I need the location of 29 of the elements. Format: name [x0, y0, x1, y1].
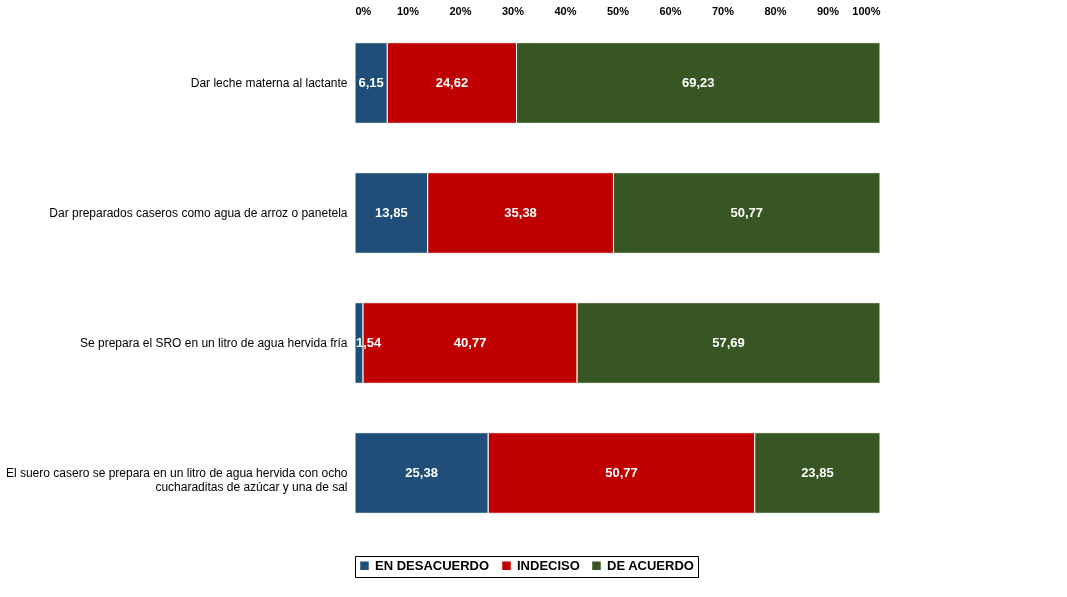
data-label: 25,38 [405, 465, 438, 480]
x-tick-label: 50% [606, 4, 630, 17]
data-label: 6,15 [358, 75, 384, 90]
x-tick-label: 30% [501, 4, 525, 17]
data-label: 69,23 [682, 75, 715, 90]
x-tick-label: 90% [816, 4, 840, 17]
legend-label: EN DESACUERDO [375, 557, 490, 573]
data-label: 40,77 [453, 335, 487, 350]
x-tick-label: 100% [852, 4, 881, 17]
y-tick-label: Se prepara el SRO en un litro de agua hervida fría [80, 336, 348, 350]
x-tick-label: 80% [764, 4, 787, 17]
y-tick-label: Dar leche materna al lactante [190, 76, 348, 90]
data-label: 50,77 [605, 465, 638, 480]
data-label: 50,77 [730, 205, 763, 220]
x-tick-label: 40% [554, 4, 577, 17]
legend-label: DE ACUERDO [607, 557, 694, 573]
x-tick-label: 20% [449, 4, 472, 17]
x-tick-label: 60% [659, 4, 682, 17]
y-tick-label: Dar preparados caseros como agua de arroz o panetela [49, 206, 348, 220]
data-label: 23,85 [801, 465, 834, 480]
x-tick-label: 70% [711, 4, 735, 17]
data-label: 35,38 [504, 205, 537, 220]
x-tick-label: 10% [396, 4, 420, 17]
data-label: 24,62 [435, 75, 469, 90]
y-tick-label: El suero casero se prepara en un litro de agua hervida con ocho cucharaditas de azúcar y una de sal [5, 466, 348, 494]
legend-label: INDECISO [517, 557, 580, 573]
data-label: 13,85 [375, 205, 408, 220]
data-label: 57,69 [712, 335, 745, 350]
x-tick-label: 0% [355, 4, 372, 17]
